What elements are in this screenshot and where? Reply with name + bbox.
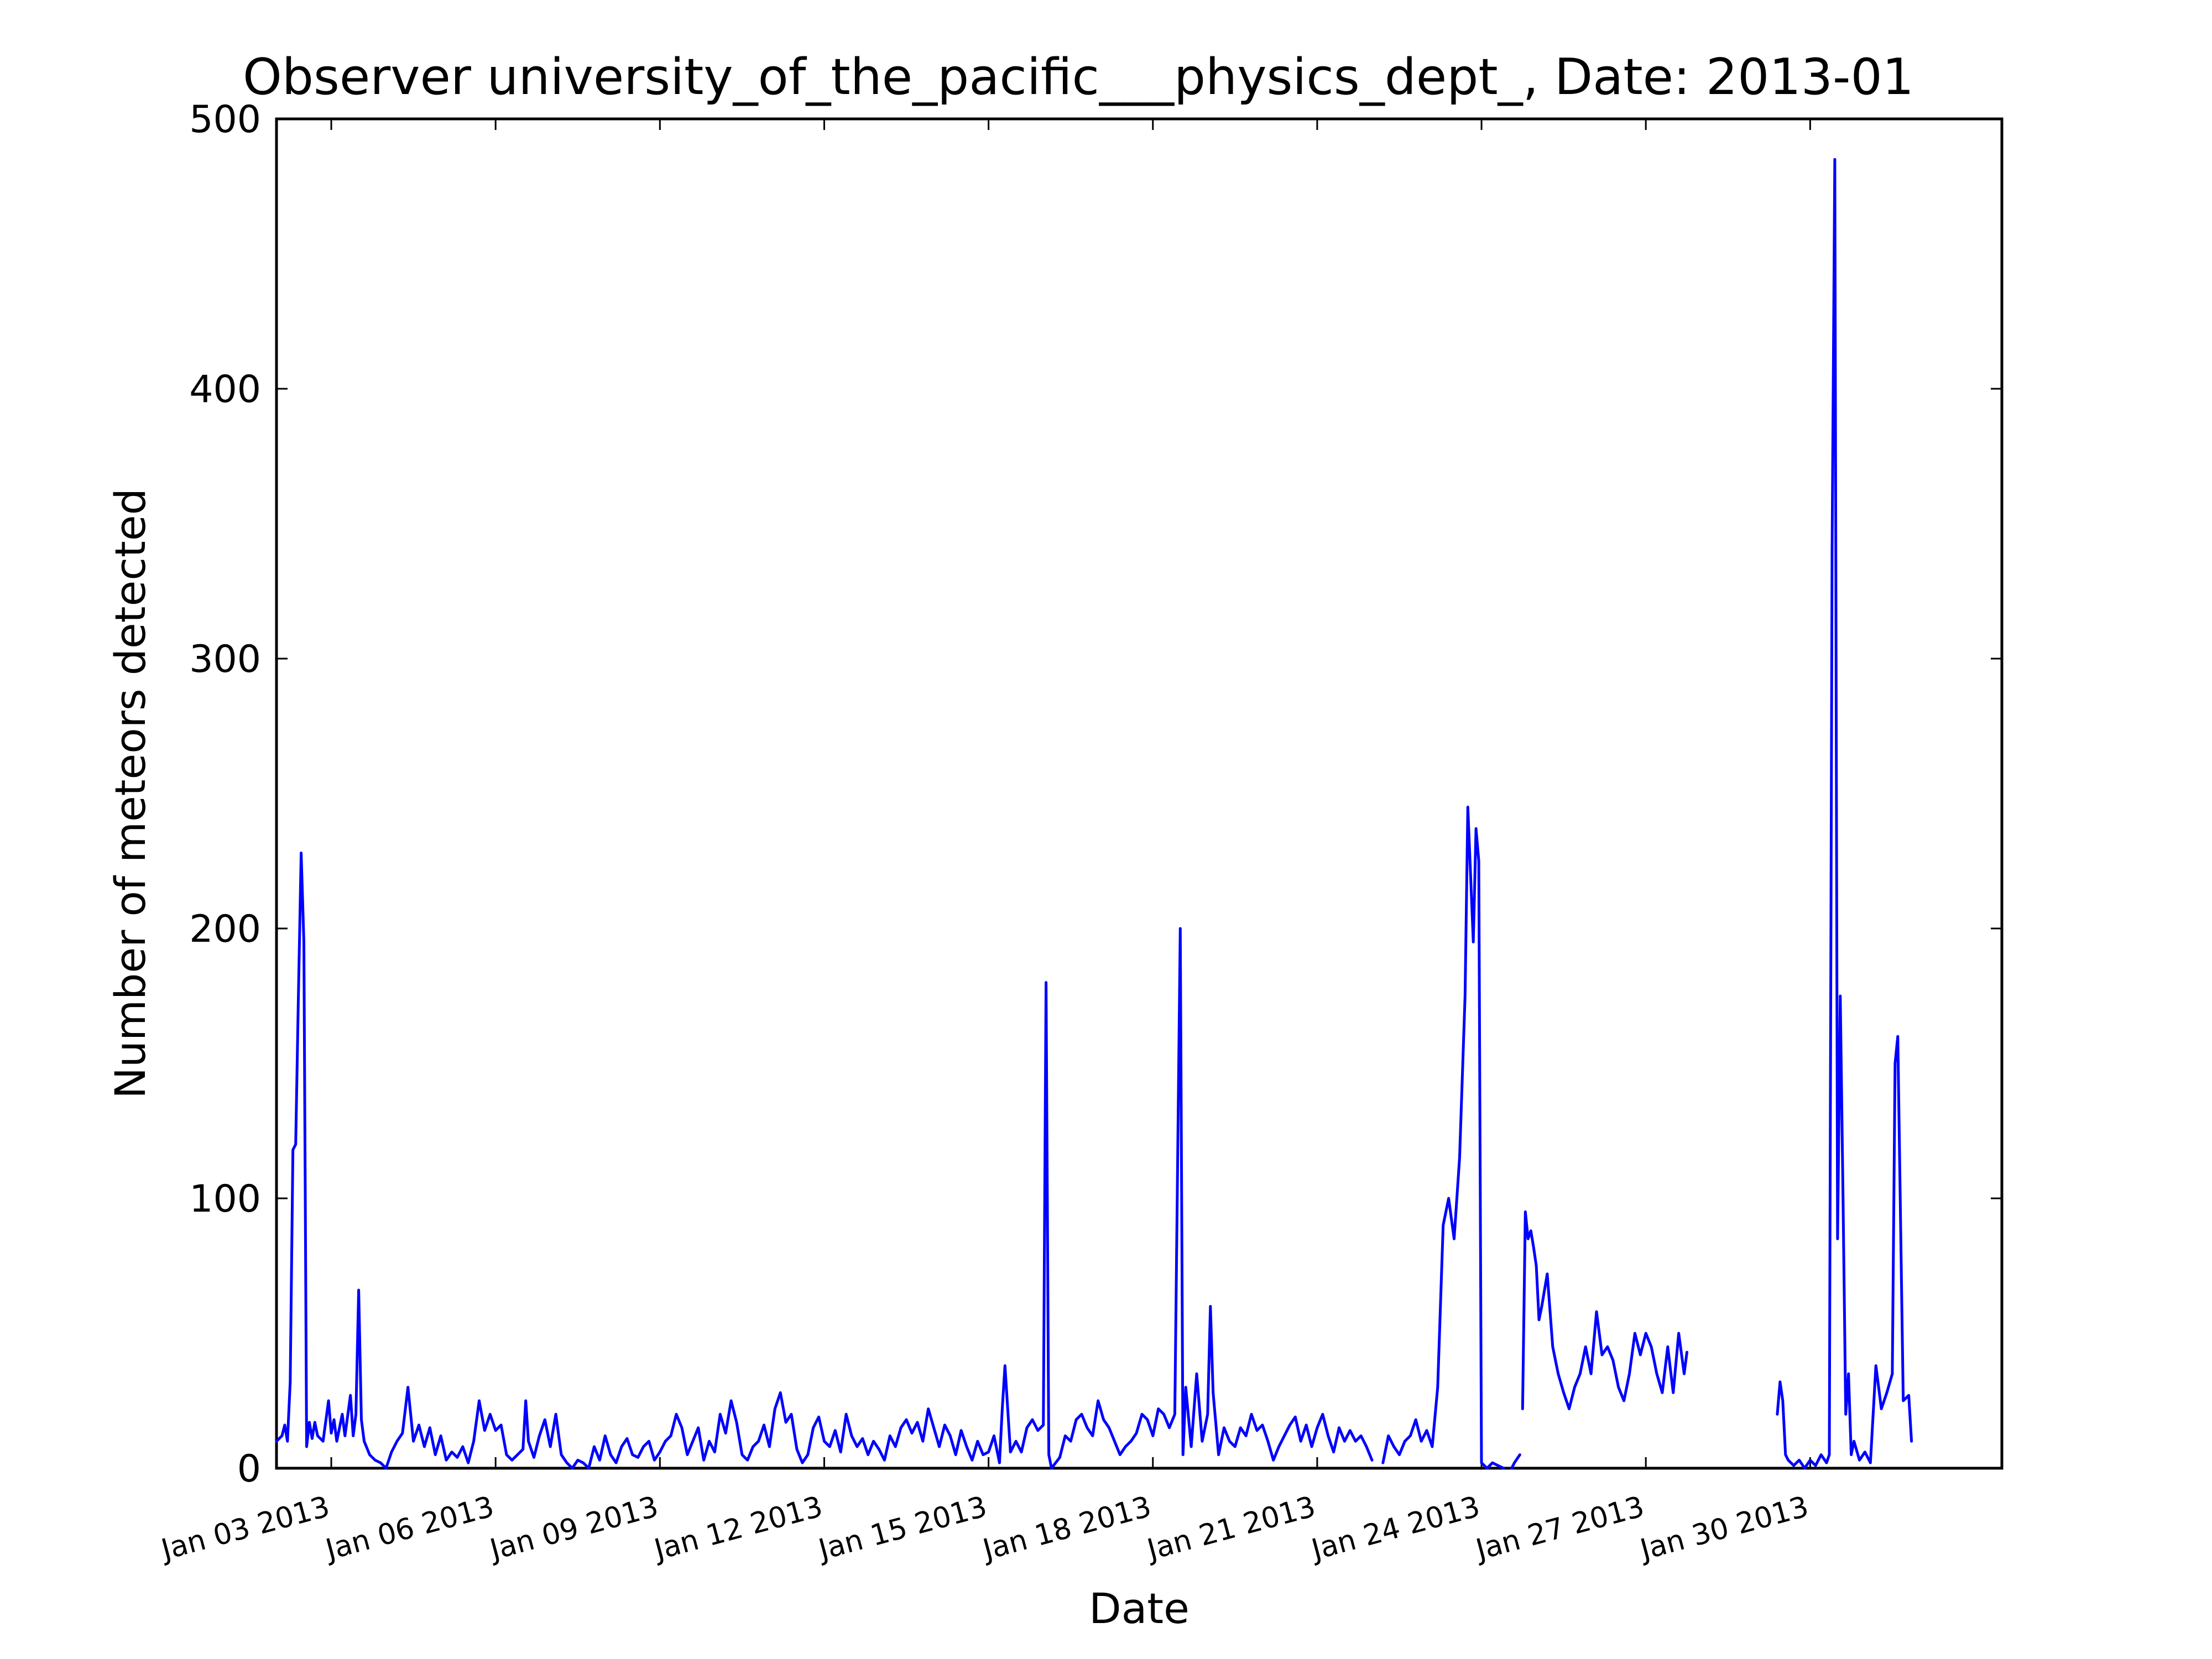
y-tick-label: 200 <box>189 907 261 951</box>
series-line-segment <box>275 851 1374 1470</box>
series-group <box>275 158 1913 1470</box>
x-tick-label: Jan 12 2013 <box>649 1490 826 1567</box>
axis-ticks <box>276 118 2002 1469</box>
x-tick-label: Jan 24 2013 <box>1307 1490 1484 1567</box>
x-tick-label: Jan 21 2013 <box>1142 1490 1319 1567</box>
y-tick-label: 0 <box>237 1447 261 1491</box>
x-axis-label: Date <box>1089 1584 1190 1633</box>
x-tick-label: Jan 18 2013 <box>978 1490 1155 1567</box>
series-line-segment <box>1776 158 1913 1470</box>
y-tick-label: 400 <box>189 368 261 411</box>
y-tick-labels: 0 100 200 300 400 500 <box>189 98 261 1491</box>
x-tick-label: Jan 03 2013 <box>156 1490 333 1567</box>
y-tick-label: 300 <box>189 638 261 681</box>
series-line-segment <box>1381 805 1505 1470</box>
chart-title: Observer university_of_the_pacific___phy… <box>243 48 1914 106</box>
x-tick-label: Jan 15 2013 <box>813 1490 990 1567</box>
x-tick-label: Jan 09 2013 <box>485 1490 662 1567</box>
series-line-segment <box>1510 1453 1521 1470</box>
x-tick-label: Jan 06 2013 <box>321 1490 498 1567</box>
y-tick-label: 500 <box>189 98 261 142</box>
series-line-segment <box>1521 1210 1688 1411</box>
x-tick-label: Jan 30 2013 <box>1635 1490 1812 1567</box>
x-tick-label: Jan 27 2013 <box>1471 1490 1648 1567</box>
y-tick-label: 100 <box>189 1177 261 1221</box>
plot-area-frame <box>275 117 2004 1470</box>
y-axis-label: Number of meteors detected <box>106 488 155 1099</box>
